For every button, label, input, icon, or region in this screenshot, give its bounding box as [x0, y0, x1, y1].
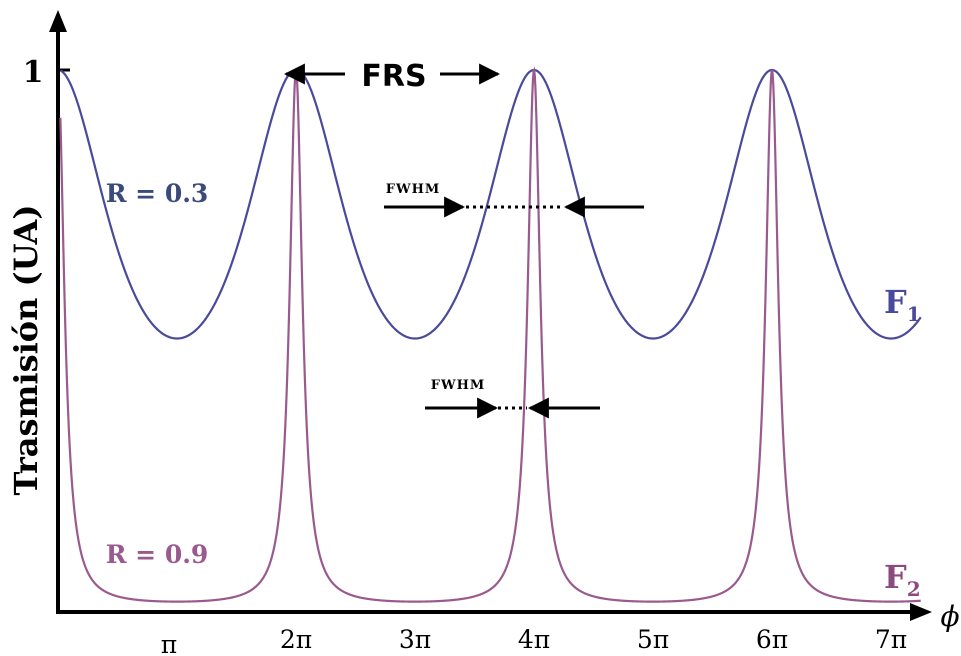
series-label-r09: R = 0.9 [106, 540, 209, 569]
x-tick-label-6: 6π [756, 625, 788, 654]
series-name-f1-sub: 1 [907, 302, 921, 326]
series-name-f1-main: F [884, 283, 907, 321]
y-axis-title: Trasmisión (UA) [7, 204, 45, 495]
x-tick-label-4: 4π [518, 625, 550, 654]
x-tick-label-1: π [161, 630, 177, 656]
series-name-f2-sub: 2 [907, 577, 921, 601]
series-name-f1: F1 [884, 283, 921, 326]
series-name-f2: F2 [884, 558, 921, 601]
fwhm-label-top: FWHM [386, 182, 441, 197]
x-tick-label-2: 2π [280, 625, 312, 654]
x-tick-label-3: 3π [399, 625, 431, 654]
x-tick-label-5: 5π [637, 625, 669, 654]
frs-label: FRS [361, 59, 426, 94]
series-line-f2 [59, 66, 921, 603]
y-tick-label-1: 1 [23, 55, 44, 90]
x-axis-arrow-icon [910, 603, 932, 621]
series-name-f2-main: F [884, 558, 907, 596]
x-tick-labels: π 2π 3π 4π 5π 6π 7π [161, 625, 907, 656]
y-axis-arrow-icon [49, 10, 67, 32]
series-line-f1 [59, 68, 922, 340]
x-tick-label-7: 7π [875, 625, 907, 654]
x-axis-title: ϕ [940, 600, 959, 633]
fwhm-label-bottom: FWHM [431, 378, 486, 393]
series-label-r03: R = 0.3 [106, 179, 209, 208]
